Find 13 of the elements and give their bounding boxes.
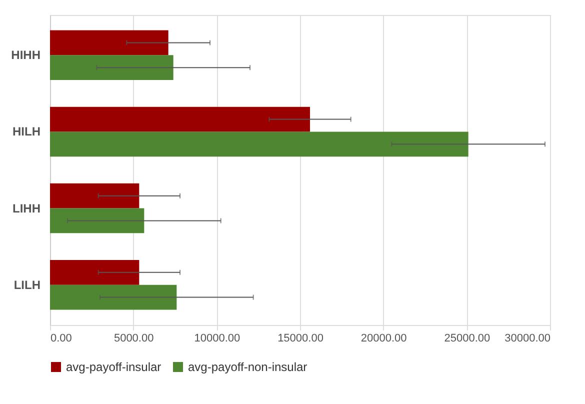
x-tick-label: 30000.00 <box>504 332 550 344</box>
legend-label: avg-payoff-insular <box>66 360 162 374</box>
x-tick-label: 0.00 <box>50 332 72 344</box>
x-tick-label: 15000.00 <box>278 332 324 344</box>
y-tick-label: LILH <box>14 278 40 292</box>
x-tick-label: 5000.00 <box>114 332 154 344</box>
y-tick-label: LIHH <box>12 201 40 216</box>
legend-label: avg-payoff-non-insular <box>188 360 308 374</box>
y-tick-label: HILH <box>12 124 40 139</box>
x-tick-label: 25000.00 <box>444 332 490 344</box>
x-tick-label: 20000.00 <box>360 332 407 344</box>
y-tick-label: HIHH <box>11 48 40 62</box>
x-tick-label: 10000.00 <box>194 332 240 344</box>
